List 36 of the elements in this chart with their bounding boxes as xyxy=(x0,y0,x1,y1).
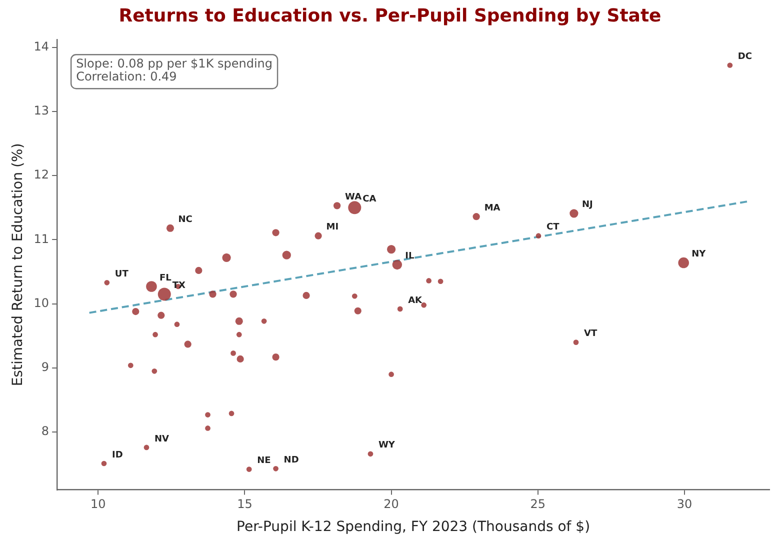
y-tick-label: 12 xyxy=(34,168,50,182)
annotation: NY xyxy=(692,250,706,260)
annotation: MA xyxy=(484,203,500,214)
y-tick-label: 11 xyxy=(34,232,50,246)
annotation: AK xyxy=(408,296,424,306)
annotation: IL xyxy=(405,252,415,262)
annotation: MI xyxy=(326,222,339,233)
annotation: NJ xyxy=(582,200,593,210)
y-tick-label: 10 xyxy=(34,296,50,310)
annotation: DC xyxy=(738,52,752,62)
x-tick-label: 15 xyxy=(237,497,252,512)
y-tick-label: 8 xyxy=(41,424,50,438)
x-tick-label: 25 xyxy=(530,497,546,512)
x-tick-label: 30 xyxy=(676,497,692,512)
annotation: VT xyxy=(584,329,598,340)
annotation: ID xyxy=(112,450,123,460)
annotation: Correlation: 0.49 xyxy=(76,70,177,84)
annotation: NC xyxy=(178,214,193,225)
y-tick-label: 13 xyxy=(34,104,50,118)
annotation: NE xyxy=(257,456,271,466)
y-tick-label: 9 xyxy=(41,360,50,374)
x-axis-title: Per-Pupil K-12 Spending, FY 2023 (Thousands of $) xyxy=(236,519,590,536)
annotation: CA xyxy=(362,194,376,204)
annotation: FL xyxy=(159,273,172,284)
annotation: WA xyxy=(345,192,362,203)
x-tick-label: 20 xyxy=(384,497,399,512)
y-axis-title: Estimated Return to Education (%) xyxy=(10,143,26,386)
annotation: Slope: 0.08 pp per $1K spending xyxy=(76,56,273,71)
annotation: NV xyxy=(154,434,170,444)
x-tick-label: 10 xyxy=(90,497,106,512)
annotation: UT xyxy=(114,270,130,280)
annotation: CT xyxy=(546,222,560,233)
annotation: ND xyxy=(284,455,299,466)
annotation: WY xyxy=(378,440,396,451)
chart-title: Returns to Education vs. Per-Pupil Spending by State xyxy=(118,5,662,26)
y-tick-label: 14 xyxy=(34,39,50,54)
